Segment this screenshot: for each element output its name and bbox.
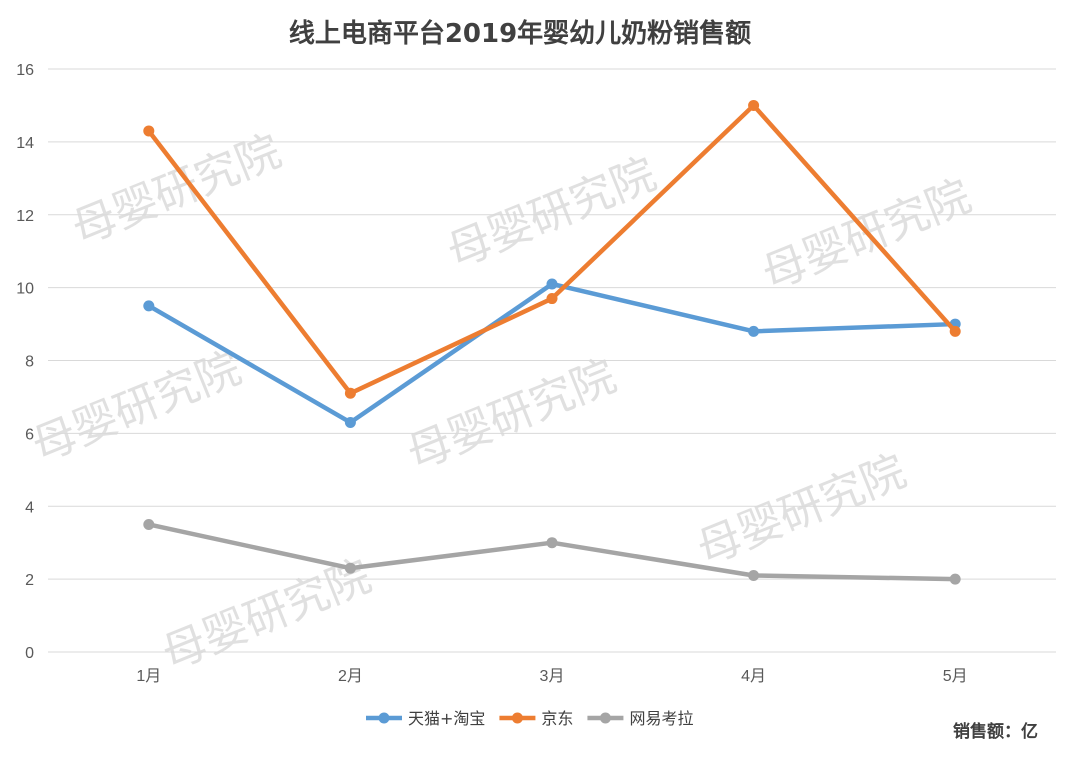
data-point <box>748 99 760 111</box>
data-point <box>546 293 558 305</box>
watermark-text: 母婴研究院 <box>440 148 663 278</box>
y-tick-label: 14 <box>16 135 34 152</box>
y-axis-ticks: 0 2 4 6 8 10 12 14 16 <box>16 62 34 662</box>
data-point <box>344 562 356 574</box>
y-tick-label: 8 <box>25 354 34 371</box>
watermark-text: 母婴研究院 <box>65 125 288 255</box>
data-point <box>143 125 155 137</box>
legend-swatch-marker <box>511 712 523 724</box>
watermark-text: 母婴研究院 <box>155 550 378 680</box>
watermark-text: 母婴研究院 <box>400 350 623 480</box>
legend-swatch-marker <box>599 712 611 724</box>
y-tick-label: 16 <box>16 62 34 79</box>
x-tick-label: 5月 <box>943 668 968 685</box>
data-point <box>546 278 558 290</box>
series-3 <box>143 518 961 585</box>
y-tick-label: 4 <box>25 499 34 516</box>
x-axis-ticks: 1月 2月 3月 4月 5月 <box>136 668 967 685</box>
x-tick-label: 2月 <box>338 668 363 685</box>
x-tick-label: 4月 <box>741 668 766 685</box>
legend-item: 网易考拉 <box>587 709 693 728</box>
series-2 <box>143 99 961 399</box>
data-point <box>748 325 760 337</box>
x-tick-label: 1月 <box>136 668 161 685</box>
data-point <box>143 518 155 530</box>
series-line <box>146 522 958 582</box>
legend-label: 网易考拉 <box>629 709 693 728</box>
data-point <box>949 573 961 585</box>
y-tick-label: 10 <box>16 281 34 298</box>
y-tick-label: 12 <box>16 208 34 225</box>
y-tick-label: 2 <box>25 572 34 589</box>
data-point <box>344 416 356 428</box>
legend-item: 天猫+淘宝 <box>366 709 485 728</box>
data-point <box>546 537 558 549</box>
watermark-text: 母婴研究院 <box>25 342 248 472</box>
data-point <box>748 569 760 581</box>
y-tick-label: 6 <box>25 426 34 443</box>
chart-title: 线上电商平台2019年婴幼儿奶粉销售额 <box>289 18 751 49</box>
data-point <box>949 325 961 337</box>
legend-swatch-marker <box>378 712 390 724</box>
data-point <box>143 300 155 312</box>
legend: 天猫+淘宝 京东 网易考拉 <box>366 709 693 728</box>
watermark-text: 母婴研究院 <box>690 445 913 575</box>
data-point <box>344 387 356 399</box>
y-tick-label: 0 <box>25 645 34 662</box>
series-layer <box>143 99 961 585</box>
legend-item: 京东 <box>499 709 573 728</box>
legend-label: 天猫+淘宝 <box>408 709 485 728</box>
legend-label: 京东 <box>541 709 573 728</box>
x-tick-label: 3月 <box>540 668 565 685</box>
unit-label: 销售额：亿 <box>953 721 1038 742</box>
series-1 <box>143 278 961 428</box>
